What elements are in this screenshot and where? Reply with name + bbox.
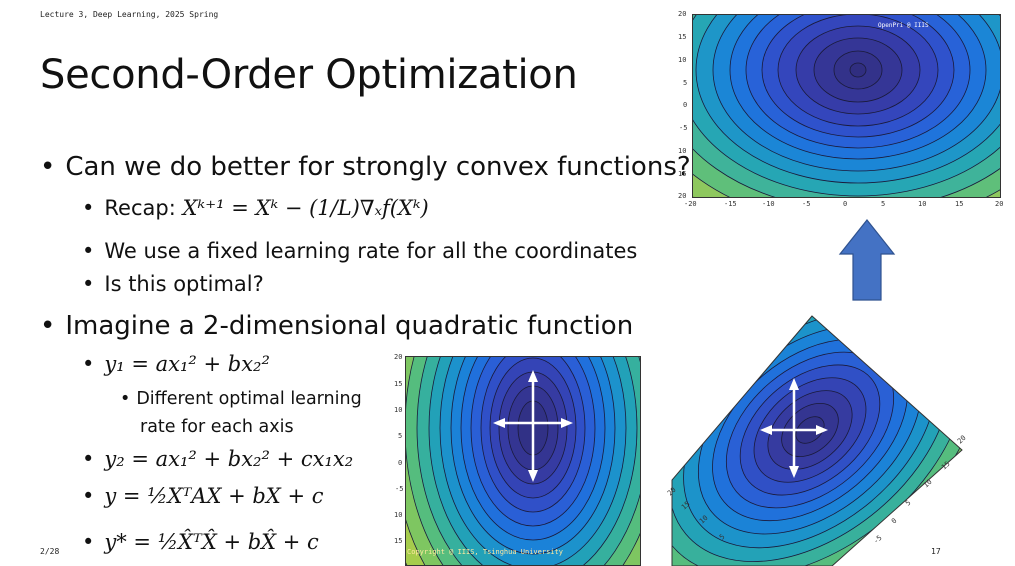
top-ytick: 5	[683, 79, 688, 87]
bullet-y2: • y₂ = ax₁² + bx₂² + cx₁x₂	[82, 447, 354, 471]
rotated-tick: 10	[698, 514, 710, 526]
rotated-tick: 15	[680, 500, 692, 512]
slide-title: Second-Order Optimization	[40, 52, 578, 98]
top-xtick: 0	[843, 200, 848, 208]
bullet-strongly-convex: • Can we do better for strongly convex fu…	[40, 152, 691, 182]
bullet-is-optimal: • Is this optimal?	[82, 272, 264, 296]
left-ytick: 20	[394, 353, 403, 361]
rotated-tick: 0	[890, 517, 898, 526]
top-ytick: 20	[678, 192, 687, 200]
top-xtick: 10	[918, 200, 927, 208]
top-xtick: 20	[995, 200, 1004, 208]
top-ytick: 10	[678, 147, 687, 155]
up-arrow-icon	[838, 219, 896, 301]
bullet-y1: • y₁ = ax₁² + bx₂²	[82, 352, 270, 376]
bullet-2d-quadratic: • Imagine a 2-dimensional quadratic funct…	[40, 311, 634, 341]
left-ytick: 10	[394, 406, 403, 414]
page-number-left: 2/28	[40, 547, 60, 556]
bullet-recap: • Recap: Xᵏ⁺¹ = Xᵏ − (1/L)∇ₓf(Xᵏ)	[82, 196, 429, 220]
rotated-tick: 5	[718, 533, 726, 542]
recap-formula: Xᵏ⁺¹ = Xᵏ − (1/L)∇ₓf(Xᵏ)	[182, 196, 429, 220]
rotated-tick: 20	[666, 486, 678, 498]
left-ytick: 5	[398, 432, 403, 440]
top-xtick: -10	[762, 200, 775, 208]
rotated-tick: -5	[872, 534, 884, 546]
page-number-right: 17	[931, 547, 941, 556]
top-ytick: 15	[678, 33, 687, 41]
top-xtick: 5	[881, 200, 886, 208]
bullet-different-lr: • Different optimal learning rate for eac…	[120, 389, 362, 437]
copyright-notice: Copyright @ IIIS, Tsinghua University	[407, 548, 563, 556]
top-ytick: 10	[678, 56, 687, 64]
rotated-tick: 20	[956, 434, 968, 446]
rotated-tick: 10	[922, 478, 934, 490]
rotated-tick: 5	[904, 499, 912, 508]
top-plot-watermark: OpenPri @ IIIS	[878, 22, 929, 29]
left-ytick: 15	[394, 380, 403, 388]
top-ytick: -5	[679, 124, 688, 132]
top-xtick: 15	[955, 200, 964, 208]
left-ytick: 10	[394, 511, 403, 519]
left-contour-plot: Copyright @ IIIS, Tsinghua University	[405, 356, 641, 566]
bullet-y-general: • y = ½XᵀAX + bX + c	[82, 484, 324, 508]
top-ytick: 0	[683, 101, 688, 109]
top-xtick: -5	[802, 200, 811, 208]
left-ytick: 0	[398, 459, 403, 467]
lecture-header: Lecture 3, Deep Learning, 2025 Spring	[40, 10, 219, 19]
cross-arrows-icon	[493, 370, 573, 482]
rotated-contour-plot: 20 15 10 5 20 15 10 5 0 -5	[666, 315, 968, 566]
left-ytick: -5	[395, 485, 404, 493]
left-ytick: 15	[394, 537, 403, 545]
bullet-y-star: • y* = ½X̂ᵀX̂ + bX̂ + c	[82, 530, 319, 554]
top-xtick: -20	[684, 200, 697, 208]
rotated-tick: 15	[940, 460, 952, 472]
top-xtick: -15	[724, 200, 737, 208]
top-ytick: 20	[678, 10, 687, 18]
cross-arrows-icon	[760, 378, 828, 478]
top-contour-plot: OpenPri @ IIIS	[692, 14, 1001, 198]
top-ytick: 15	[678, 170, 687, 178]
bullet-fixed-lr: • We use a fixed learning rate for all th…	[82, 239, 638, 263]
